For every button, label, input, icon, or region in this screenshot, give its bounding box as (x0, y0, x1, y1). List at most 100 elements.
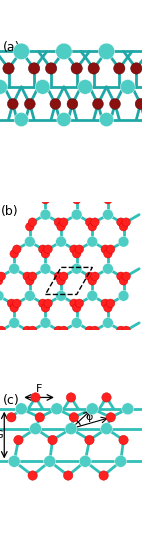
Circle shape (51, 403, 63, 415)
Circle shape (117, 218, 125, 226)
Circle shape (28, 63, 40, 74)
Circle shape (118, 291, 129, 301)
Circle shape (3, 63, 14, 74)
Circle shape (24, 236, 35, 247)
Circle shape (0, 79, 7, 94)
Circle shape (119, 276, 128, 285)
Circle shape (91, 326, 99, 334)
Text: F: F (36, 384, 42, 394)
Circle shape (13, 43, 30, 60)
Circle shape (63, 471, 73, 480)
Circle shape (69, 413, 79, 422)
Circle shape (15, 403, 27, 415)
Circle shape (75, 299, 84, 307)
Circle shape (85, 272, 94, 281)
Circle shape (131, 63, 142, 74)
Circle shape (71, 209, 82, 220)
Circle shape (57, 276, 65, 285)
Circle shape (106, 245, 115, 254)
Circle shape (9, 263, 20, 274)
Circle shape (103, 209, 113, 220)
Circle shape (71, 318, 82, 329)
Circle shape (24, 98, 35, 109)
Circle shape (101, 245, 109, 254)
Circle shape (23, 326, 31, 334)
Circle shape (0, 272, 6, 281)
Circle shape (122, 272, 130, 281)
Circle shape (78, 79, 93, 94)
Circle shape (23, 272, 31, 281)
Circle shape (41, 304, 50, 312)
Circle shape (101, 299, 109, 307)
Circle shape (10, 249, 18, 258)
Circle shape (59, 326, 68, 334)
Circle shape (85, 218, 94, 226)
Circle shape (87, 236, 98, 247)
Circle shape (44, 299, 52, 307)
Circle shape (40, 318, 51, 329)
Circle shape (30, 422, 41, 434)
Circle shape (72, 304, 81, 312)
Circle shape (72, 249, 81, 258)
Circle shape (35, 79, 50, 94)
Circle shape (70, 245, 78, 254)
Circle shape (26, 223, 34, 231)
Circle shape (28, 471, 37, 480)
Text: (a): (a) (3, 41, 20, 54)
Circle shape (41, 249, 50, 258)
Circle shape (57, 112, 71, 127)
Circle shape (54, 272, 63, 281)
Text: (b): (b) (1, 205, 18, 218)
Circle shape (59, 272, 68, 281)
Circle shape (98, 43, 115, 60)
Circle shape (75, 245, 84, 254)
Circle shape (7, 299, 16, 307)
Circle shape (122, 403, 134, 415)
Circle shape (88, 63, 99, 74)
Circle shape (119, 223, 128, 231)
Circle shape (0, 326, 6, 334)
Circle shape (93, 98, 103, 109)
Circle shape (44, 456, 56, 468)
Circle shape (59, 218, 68, 226)
Circle shape (102, 393, 111, 402)
Text: G: G (0, 430, 3, 440)
Circle shape (72, 195, 81, 204)
Text: (c): (c) (3, 394, 20, 407)
Circle shape (7, 413, 16, 422)
Circle shape (14, 435, 23, 445)
Circle shape (41, 195, 50, 204)
Circle shape (91, 272, 99, 281)
Circle shape (87, 291, 98, 301)
Circle shape (14, 112, 28, 127)
Circle shape (28, 326, 37, 334)
Circle shape (70, 299, 78, 307)
Circle shape (48, 435, 57, 445)
Circle shape (85, 326, 94, 334)
Circle shape (120, 79, 135, 94)
Circle shape (103, 318, 113, 329)
Circle shape (106, 413, 115, 422)
Circle shape (104, 195, 112, 204)
Circle shape (0, 276, 3, 285)
Circle shape (8, 456, 20, 468)
Circle shape (50, 98, 61, 109)
Circle shape (38, 299, 47, 307)
Circle shape (56, 236, 66, 247)
Circle shape (99, 471, 108, 480)
Circle shape (79, 456, 91, 468)
Circle shape (56, 43, 72, 60)
Circle shape (13, 299, 21, 307)
Circle shape (56, 291, 66, 301)
Circle shape (35, 413, 44, 422)
Circle shape (88, 223, 97, 231)
Circle shape (122, 326, 130, 334)
Circle shape (7, 98, 18, 109)
Circle shape (54, 326, 63, 334)
Circle shape (65, 422, 77, 434)
Circle shape (71, 263, 82, 274)
Circle shape (106, 299, 115, 307)
Circle shape (45, 63, 57, 74)
Circle shape (104, 304, 112, 312)
Circle shape (119, 435, 128, 445)
